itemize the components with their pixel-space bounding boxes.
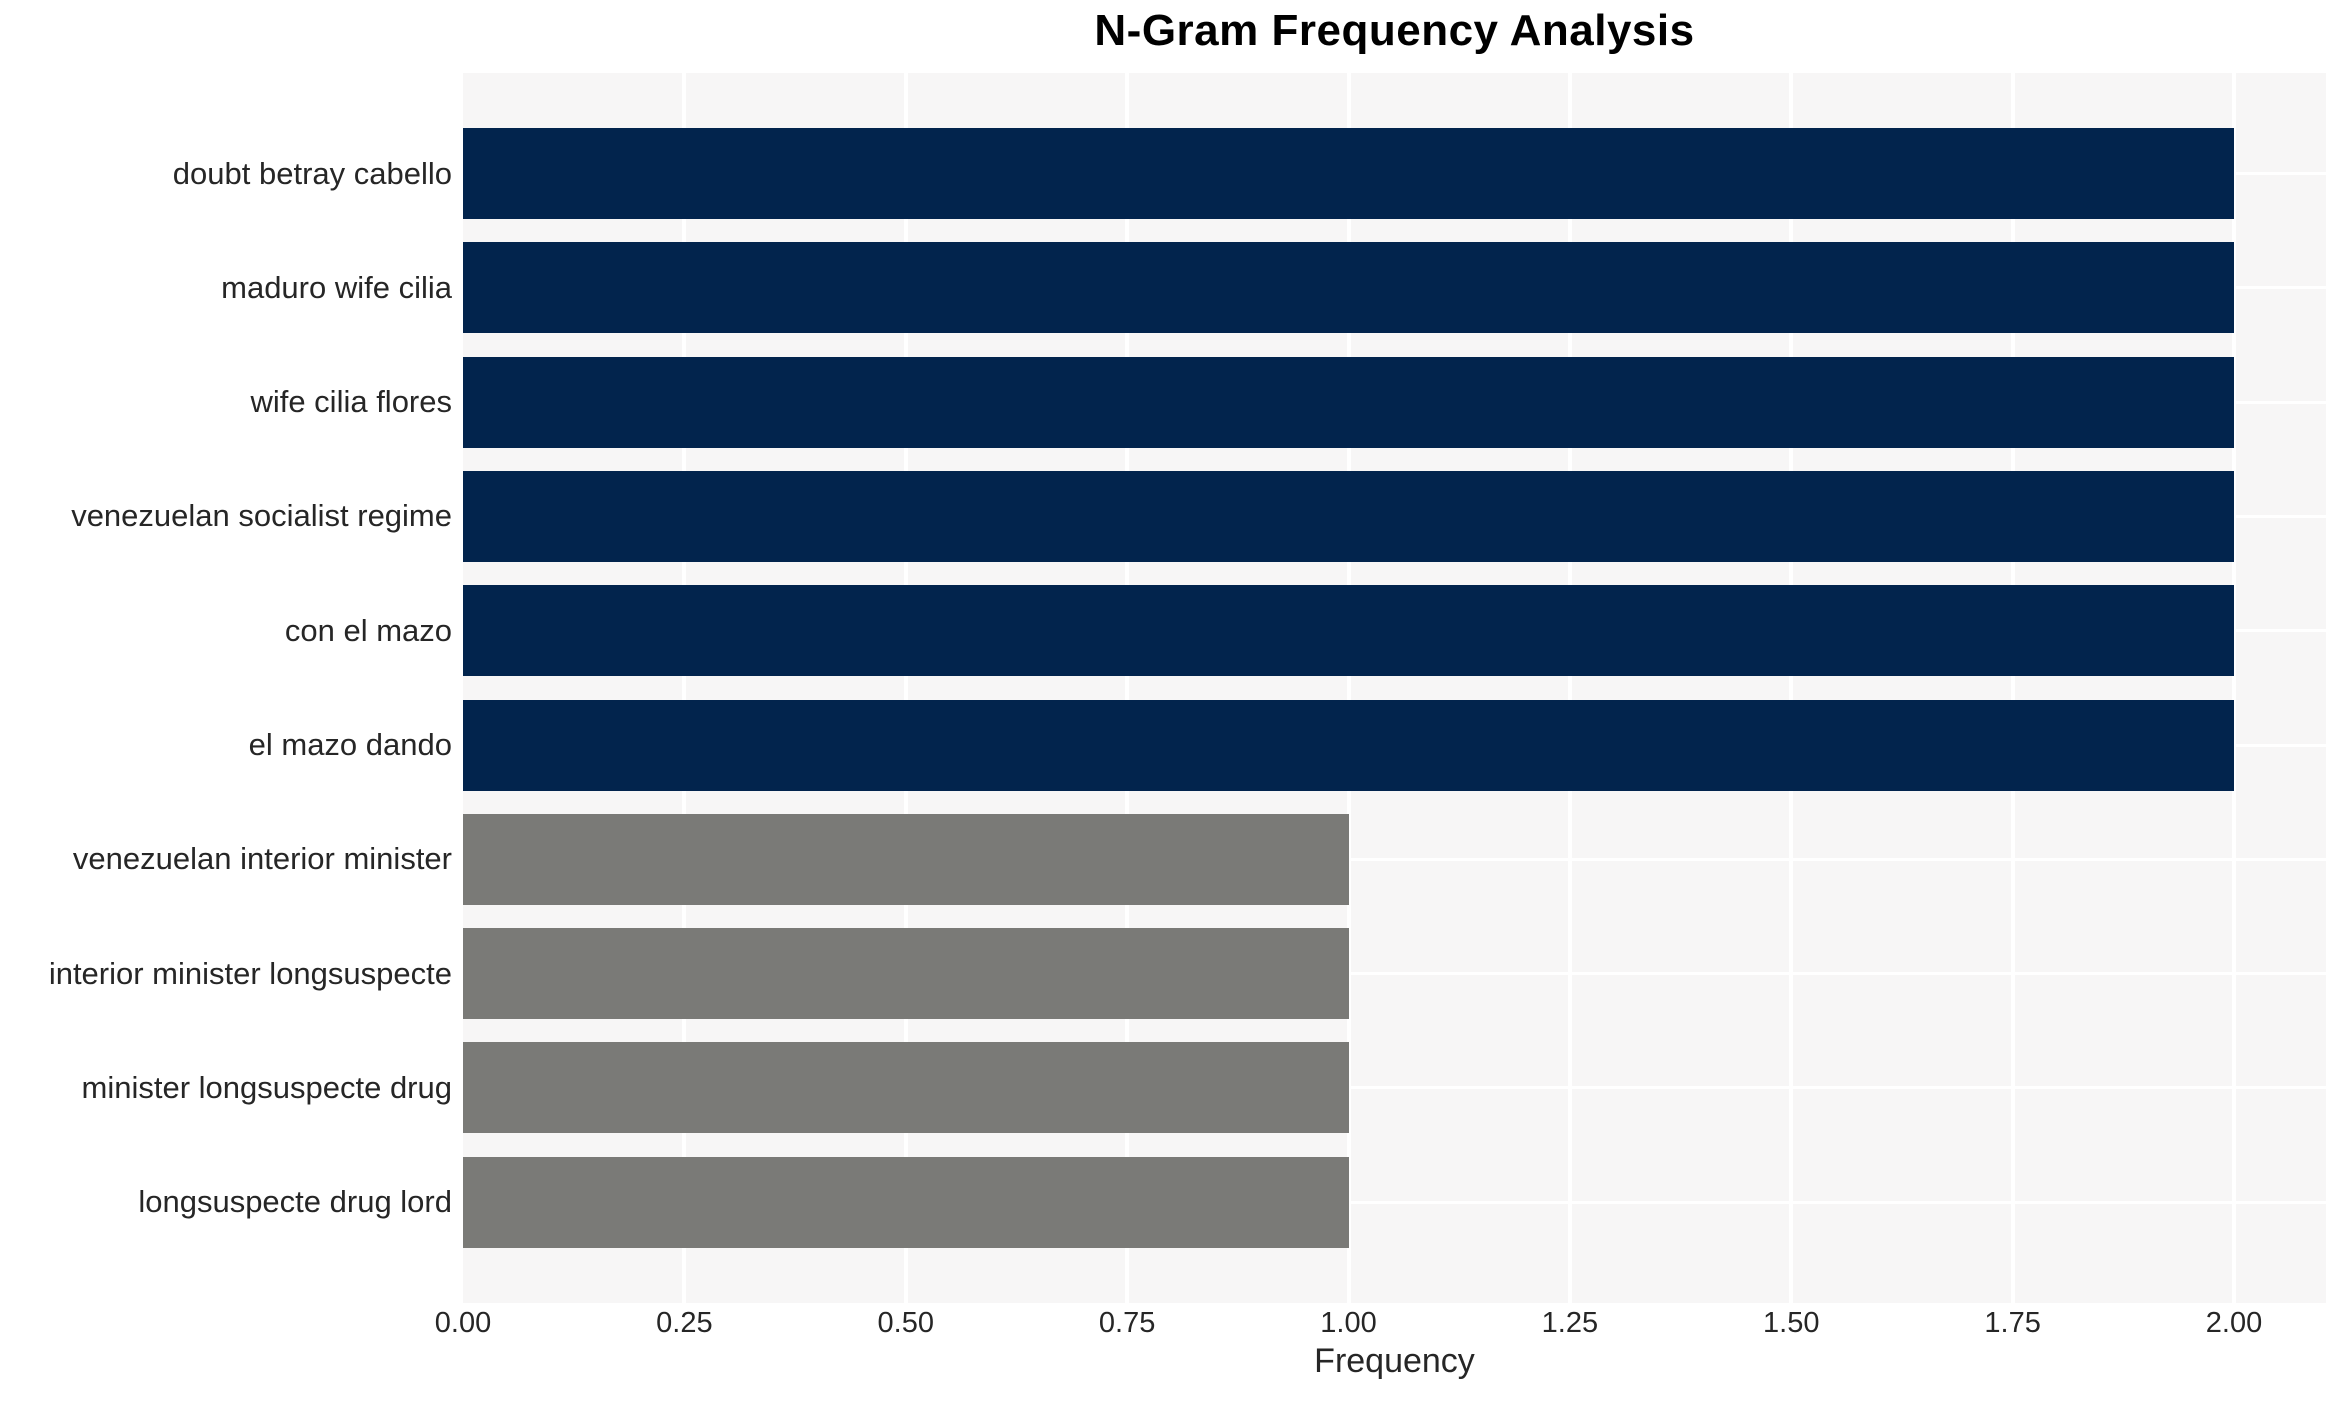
bar	[463, 1042, 1349, 1134]
bar	[463, 470, 2234, 562]
bar	[463, 585, 2234, 677]
bar	[463, 928, 1349, 1020]
x-tick-label: 2.00	[2205, 1307, 2263, 1339]
v-gridline	[1346, 73, 1351, 1303]
h-gridline	[463, 1086, 2326, 1090]
x-tick-label: 1.25	[1541, 1307, 1599, 1339]
v-gridline	[1789, 73, 1794, 1303]
h-gridline	[463, 857, 2326, 861]
category-label: venezuelan interior minister	[72, 841, 452, 877]
bar	[463, 128, 2234, 219]
bar	[463, 699, 2234, 791]
v-gridline	[682, 73, 687, 1303]
v-gridline	[2010, 73, 2015, 1303]
x-axis-title: Frequency	[1314, 1342, 1475, 1380]
h-gridline	[463, 972, 2326, 976]
category-label: doubt betray cabello	[172, 155, 452, 191]
category-label: minister longsuspecte drug	[81, 1069, 452, 1105]
bar	[463, 242, 2234, 334]
x-tick-label: 1.50	[1763, 1307, 1820, 1339]
x-tick-label: 0.50	[877, 1307, 934, 1339]
bar	[463, 356, 2234, 448]
x-tick-label: 0.25	[656, 1307, 713, 1339]
category-label: venezuelan socialist regime	[71, 498, 452, 534]
category-label: maduro wife cilia	[221, 269, 452, 305]
plot-area	[463, 73, 2326, 1303]
v-gridline	[903, 73, 908, 1303]
bar	[463, 813, 1349, 905]
x-tick-label: 0.00	[434, 1307, 492, 1339]
v-gridline	[2232, 73, 2236, 1303]
v-gridline	[1125, 73, 1130, 1303]
bar	[463, 1156, 1349, 1248]
x-tick-label: 1.00	[1320, 1307, 1377, 1339]
category-label: longsuspecte drug lord	[138, 1184, 452, 1220]
chart-title: N-Gram Frequency Analysis	[1094, 6, 1695, 55]
category-label: wife cilia flores	[250, 384, 452, 420]
category-label: con el mazo	[284, 612, 452, 648]
h-gridline	[463, 1200, 2326, 1204]
category-label: interior minister longsuspecte	[48, 955, 452, 991]
x-tick-label: 0.75	[1098, 1307, 1156, 1339]
v-gridline	[1567, 73, 1572, 1303]
x-tick-label: 1.75	[1984, 1307, 2041, 1339]
category-label: el mazo dando	[248, 727, 452, 762]
